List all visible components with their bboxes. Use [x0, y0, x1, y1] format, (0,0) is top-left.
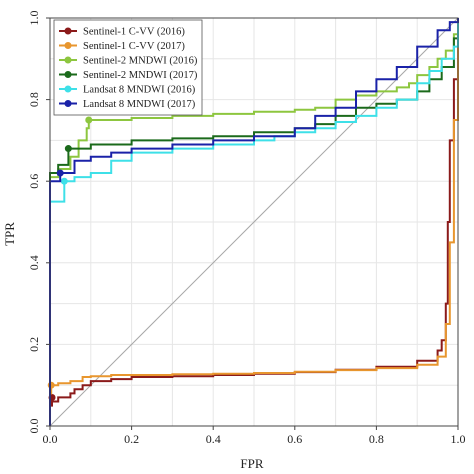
y-tick-label: 0.6 [27, 174, 41, 189]
series-line-6 [49, 18, 459, 426]
series-line-3 [49, 18, 459, 426]
legend-swatch-marker [64, 56, 72, 64]
series-marker-4 [64, 145, 72, 153]
x-tick-label: 0.8 [369, 432, 384, 446]
y-tick-label: 0.4 [27, 255, 41, 270]
legend-entry: Sentinel-2 MNDWI (2017) [83, 70, 198, 81]
y-tick-label: 1.0 [27, 11, 41, 26]
x-tick-label: 1.0 [451, 432, 466, 446]
y-tick-label: 0.2 [27, 337, 41, 352]
x-tick-label: 0.6 [287, 432, 302, 446]
series-marker-3 [85, 116, 93, 124]
chance-diagonal [49, 17, 459, 427]
legend-swatch-marker [64, 100, 72, 107]
legend-swatch-marker [64, 27, 72, 35]
legend-entry: Sentinel-2 MNDWI (2016) [83, 56, 198, 67]
plot-frame [49, 17, 459, 427]
series-layer [47, 18, 459, 426]
x-tick-label: 0.0 [43, 432, 58, 446]
y-tick-label: 0.8 [27, 92, 41, 107]
diagonal-layer [49, 17, 459, 427]
legend: Sentinel-1 C-VV (2016) Sentinel-1 C-VV (2… [53, 19, 203, 116]
y-tick-label: 0.0 [27, 419, 41, 434]
series-marker-2 [47, 381, 55, 389]
legend-swatch-marker [64, 85, 72, 93]
x-axis-label: FPR [240, 456, 263, 471]
axis-layer: 0.0 0.2 0.4 0.6 0.8 1.0 0.0 0.2 0.4 0.6 0.8 1.0 [27, 11, 466, 447]
x-tick-label: 0.2 [124, 432, 139, 446]
legend-entry: Sentinel-1 C-VV (2016) [83, 27, 185, 38]
series-marker-5 [60, 177, 68, 185]
legend-entry: Sentinel-1 C-VV (2017) [83, 41, 185, 52]
legend-swatch-marker [64, 71, 72, 78]
y-axis-label: TPR [2, 222, 17, 246]
legend-swatch-marker [64, 42, 72, 49]
legend-entry: Landsat 8 MNDWI (2016) [83, 85, 196, 96]
legend-box [53, 19, 203, 116]
legend-entry: Landsat 8 MNDWI (2017) [83, 99, 196, 110]
x-tick-label: 0.4 [206, 432, 221, 446]
series-marker-6 [56, 169, 64, 177]
series-line-2 [49, 18, 459, 426]
